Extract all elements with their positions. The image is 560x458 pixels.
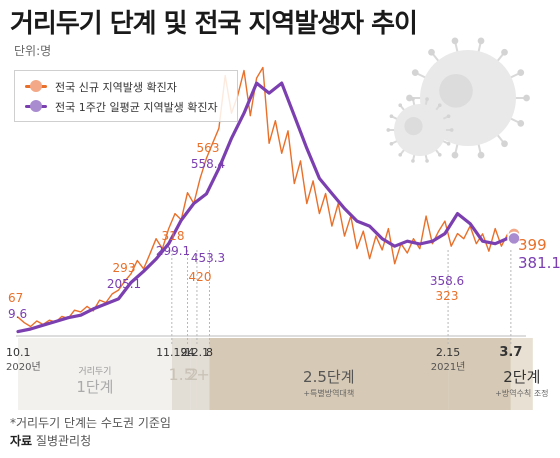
label-end-new-cases: 399 bbox=[518, 236, 547, 254]
date-label-5: 2.15 bbox=[436, 346, 461, 359]
label-end-weekly-average: 381.1 bbox=[518, 254, 560, 272]
label-293: 293 bbox=[113, 261, 136, 275]
virus-spike-tip bbox=[501, 48, 508, 56]
virus-spike-tip bbox=[477, 151, 485, 159]
virus-spike-tip bbox=[425, 159, 429, 163]
date-label-3: 12.1 bbox=[185, 346, 210, 359]
end-marker-weekly-average bbox=[507, 231, 521, 246]
virus-spike-tip bbox=[517, 120, 525, 127]
phase-sub-label: +특별방역대책 bbox=[303, 388, 354, 398]
phase-band-1 bbox=[171, 338, 191, 410]
footnote: *거리두기 단계는 수도권 기준임 bbox=[10, 416, 171, 430]
virus-spike-tip bbox=[451, 37, 459, 45]
date-label-1: 11.19 bbox=[156, 346, 188, 359]
legend-purple-dot bbox=[30, 100, 42, 112]
virus-spike-tip bbox=[389, 114, 394, 119]
label-323: 323 bbox=[436, 289, 459, 303]
chart-title: 거리두기 단계 및 전국 지역발생자 추이 bbox=[10, 9, 418, 39]
virus-spike-tip bbox=[437, 152, 442, 157]
phase-label: 2 bbox=[189, 365, 199, 384]
virus-spot bbox=[404, 117, 423, 136]
phase-band-2 bbox=[190, 338, 197, 410]
label-start-new-cases: 67 bbox=[8, 291, 23, 305]
source-line: 자료 질병관리청 bbox=[10, 432, 91, 449]
phase-band-0 bbox=[18, 338, 172, 410]
virus-spike-tip bbox=[449, 128, 454, 132]
label-205-1: 205.1 bbox=[107, 277, 141, 291]
date-label-4: 8 bbox=[206, 346, 213, 359]
legend-label-new-cases: 전국 신규 지역발생 확진자 bbox=[55, 81, 177, 94]
virus-shape-1 bbox=[386, 97, 454, 163]
phase-title: 거리두기 bbox=[78, 366, 111, 377]
date-sub-label-5: 2021년 bbox=[431, 361, 466, 373]
virus-spike-tip bbox=[451, 151, 459, 159]
virus-spike-tip bbox=[523, 94, 530, 102]
virus-spike-tip bbox=[398, 152, 403, 157]
virus-spike-tip bbox=[386, 128, 391, 132]
phase-label: 1.5 bbox=[169, 365, 194, 384]
label-453-3: 453.3 bbox=[191, 251, 225, 265]
virus-spike-tip bbox=[446, 141, 451, 146]
label-peak-new-cases: 563 bbox=[197, 141, 220, 155]
virus-spike-tip bbox=[437, 103, 442, 108]
label-299-1: 299.1 bbox=[156, 244, 190, 258]
virus-spike-tip bbox=[411, 69, 419, 76]
virus-spike-tip bbox=[501, 140, 508, 148]
phase-band-4 bbox=[209, 338, 449, 410]
source-value: 질병관리청 bbox=[35, 434, 92, 448]
series-line-new-cases bbox=[17, 66, 515, 328]
date-label-0: 10.1 bbox=[6, 346, 31, 359]
virus-spike-tip bbox=[425, 97, 429, 101]
virus-spike-tip bbox=[389, 141, 394, 146]
source-label: 자료 bbox=[10, 434, 33, 448]
legend-orange-dot bbox=[30, 80, 42, 92]
virus-spot bbox=[439, 74, 473, 108]
unit-label: 단위:명 bbox=[14, 44, 52, 58]
label-start-weekly-average: 9.6 bbox=[8, 307, 27, 321]
virus-spike-tip bbox=[446, 114, 451, 119]
virus-spike-tip bbox=[477, 37, 485, 45]
series-lines bbox=[16, 66, 521, 334]
phase-band-3 bbox=[196, 338, 210, 410]
date-label-2: 24 bbox=[181, 346, 195, 359]
label-358-6: 358.6 bbox=[430, 274, 464, 288]
virus-decoration bbox=[386, 37, 530, 163]
legend: 전국 신규 지역발생 확진자 전국 1주간 일평균 지역발생 확진자 bbox=[14, 70, 238, 122]
date-label-6: 3.7 bbox=[499, 345, 522, 360]
date-sub-label-0: 2020년 bbox=[6, 361, 41, 373]
phase-band-6 bbox=[510, 338, 533, 410]
virus-spike-tip bbox=[411, 159, 415, 163]
phase-sub-label: +방역수칙 조정 bbox=[495, 388, 548, 398]
phase-label: 2단계 bbox=[503, 368, 540, 386]
phase-label: 2.5단계 bbox=[303, 368, 354, 386]
virus-spike-tip bbox=[398, 103, 403, 108]
series-line-weekly-average bbox=[16, 81, 516, 334]
virus-spike-tip bbox=[406, 94, 413, 102]
label-420: 420 bbox=[189, 270, 212, 284]
label-peak-weekly-average: 558.4 bbox=[191, 157, 225, 171]
virus-spike-tip bbox=[411, 97, 415, 101]
phase-band-5 bbox=[448, 338, 511, 410]
legend-label-weekly-average: 전국 1주간 일평균 지역발생 확진자 bbox=[55, 101, 218, 114]
label-318: 318 bbox=[162, 229, 185, 243]
phase-label: 1단계 bbox=[76, 378, 113, 396]
virus-spike-tip bbox=[428, 48, 435, 56]
virus-spike-tip bbox=[517, 69, 525, 76]
